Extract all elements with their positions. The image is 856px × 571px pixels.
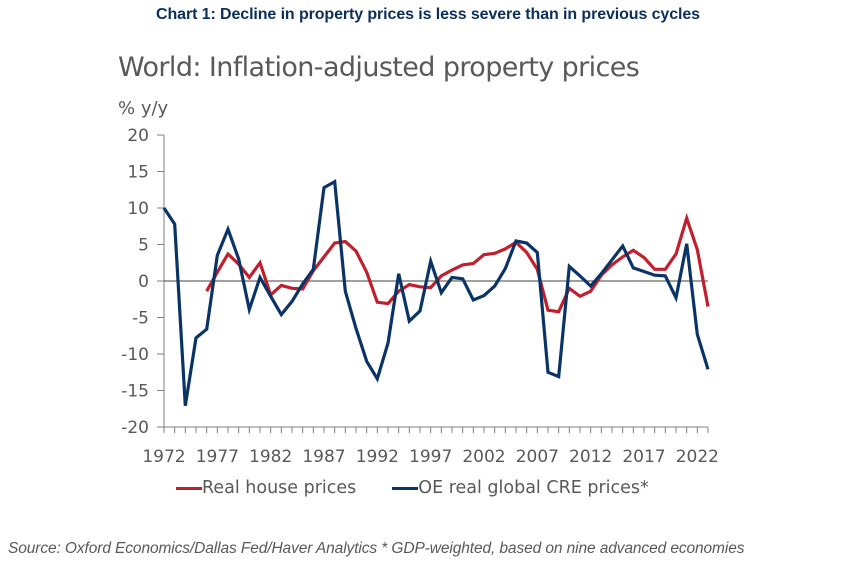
x-tick-label: 2002 [462,447,505,467]
legend-swatch-cre [392,486,419,490]
x-tick-label: 1992 [356,447,399,467]
x-tick-label: 1982 [249,447,292,467]
legend-swatch-house [176,486,202,490]
legend-label-house: Real house prices [202,478,357,498]
series-group [162,179,710,407]
legend-item-cre[interactable]: OE real global CRE prices* [392,478,649,498]
y-tick-label: 10 [127,199,149,219]
y-tick-label: -5 [132,309,149,329]
y-tick-labels: 20 15 10 5 0 -5 -10 -15 -20 [121,126,149,438]
y-tick-label: 20 [127,126,149,146]
y-tick-label: 5 [138,236,149,256]
x-tick-labels: 1972 1977 1982 1987 1992 1997 2002 2007 2012 2017… [142,447,719,467]
series-line-cre-prices [162,179,710,407]
legend: Real house prices OE real global CRE pri… [176,478,685,498]
series-line-house-prices [205,212,710,314]
y-tick-label: -20 [121,418,149,438]
legend-label-cre: OE real global CRE prices* [418,478,649,498]
x-tick-label: 2017 [622,447,665,467]
chart-title: World: Inflation-adjusted property price… [118,52,640,83]
x-tick-label: 1972 [142,447,185,467]
x-tick-label: 2007 [516,447,559,467]
x-tick-label: 2022 [676,447,719,467]
legend-item-house[interactable]: Real house prices [176,478,356,498]
y-axis-label: % y/y [118,98,169,119]
y-tick-label: 15 [127,163,149,183]
x-tick-label: 2012 [569,447,612,467]
x-tick-label: 1987 [302,447,345,467]
x-tick-label: 1997 [409,447,452,467]
x-tick-label: 1977 [196,447,239,467]
y-tick-label: -15 [121,382,149,402]
source-note: Source: Oxford Economics/Dallas Fed/Have… [8,540,745,557]
y-tick-label: 0 [138,272,149,292]
y-tick-label: -10 [121,345,149,365]
chart-heading: Chart 1: Decline in property prices is l… [156,6,700,23]
